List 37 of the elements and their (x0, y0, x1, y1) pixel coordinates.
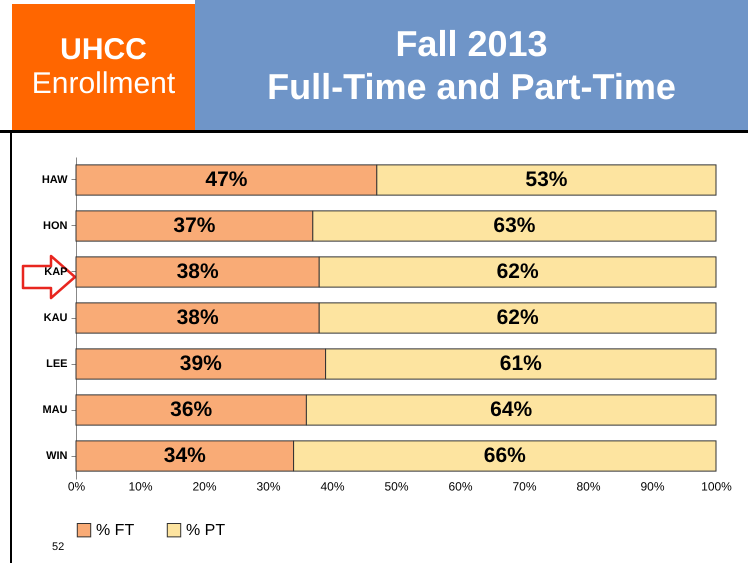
legend-label: % FT (96, 522, 134, 540)
data-label: 39% (180, 352, 222, 375)
y-tick-label: KAP (44, 266, 68, 278)
x-tick-label: 20% (192, 480, 217, 494)
data-label: 38% (176, 306, 219, 329)
y-tick-label: WIN (46, 450, 68, 462)
chart-title: Fall 2013 Full-Time and Part-Time (266, 22, 677, 108)
y-tick-label: MAU (42, 404, 68, 416)
data-label: 63% (493, 214, 536, 237)
x-tick-label: 50% (384, 480, 409, 494)
x-tick-label: 100% (701, 480, 732, 494)
data-label: 47% (205, 168, 248, 191)
data-label: 66% (484, 444, 526, 467)
data-label: 62% (496, 306, 539, 329)
x-tick-label: 70% (512, 480, 537, 494)
x-tick-label: 0% (68, 480, 86, 494)
x-tick-label: 90% (640, 480, 665, 494)
data-label: 34% (164, 444, 206, 467)
chart-subtitle: UHCC Enrollment (30, 32, 176, 102)
data-label: 37% (173, 214, 216, 237)
y-tick-label: LEE (46, 358, 68, 370)
y-tick-label: HAW (42, 174, 68, 186)
data-label: 36% (170, 398, 213, 421)
x-tick-label: 10% (128, 480, 153, 494)
x-tick-label: 30% (256, 480, 281, 494)
y-tick-label: KAU (44, 312, 68, 324)
text: 52 (52, 541, 64, 553)
data-label: 62% (496, 260, 539, 283)
y-tick-label: HON (43, 220, 68, 232)
x-tick-label: 80% (576, 480, 601, 494)
data-label: 38% (176, 260, 219, 283)
data-label: 53% (525, 168, 568, 191)
x-tick-label: 60% (448, 480, 473, 494)
data-label: 61% (500, 352, 542, 375)
legend-label: % PT (186, 522, 226, 540)
x-tick-label: 40% (320, 480, 345, 494)
data-label: 64% (490, 398, 533, 421)
